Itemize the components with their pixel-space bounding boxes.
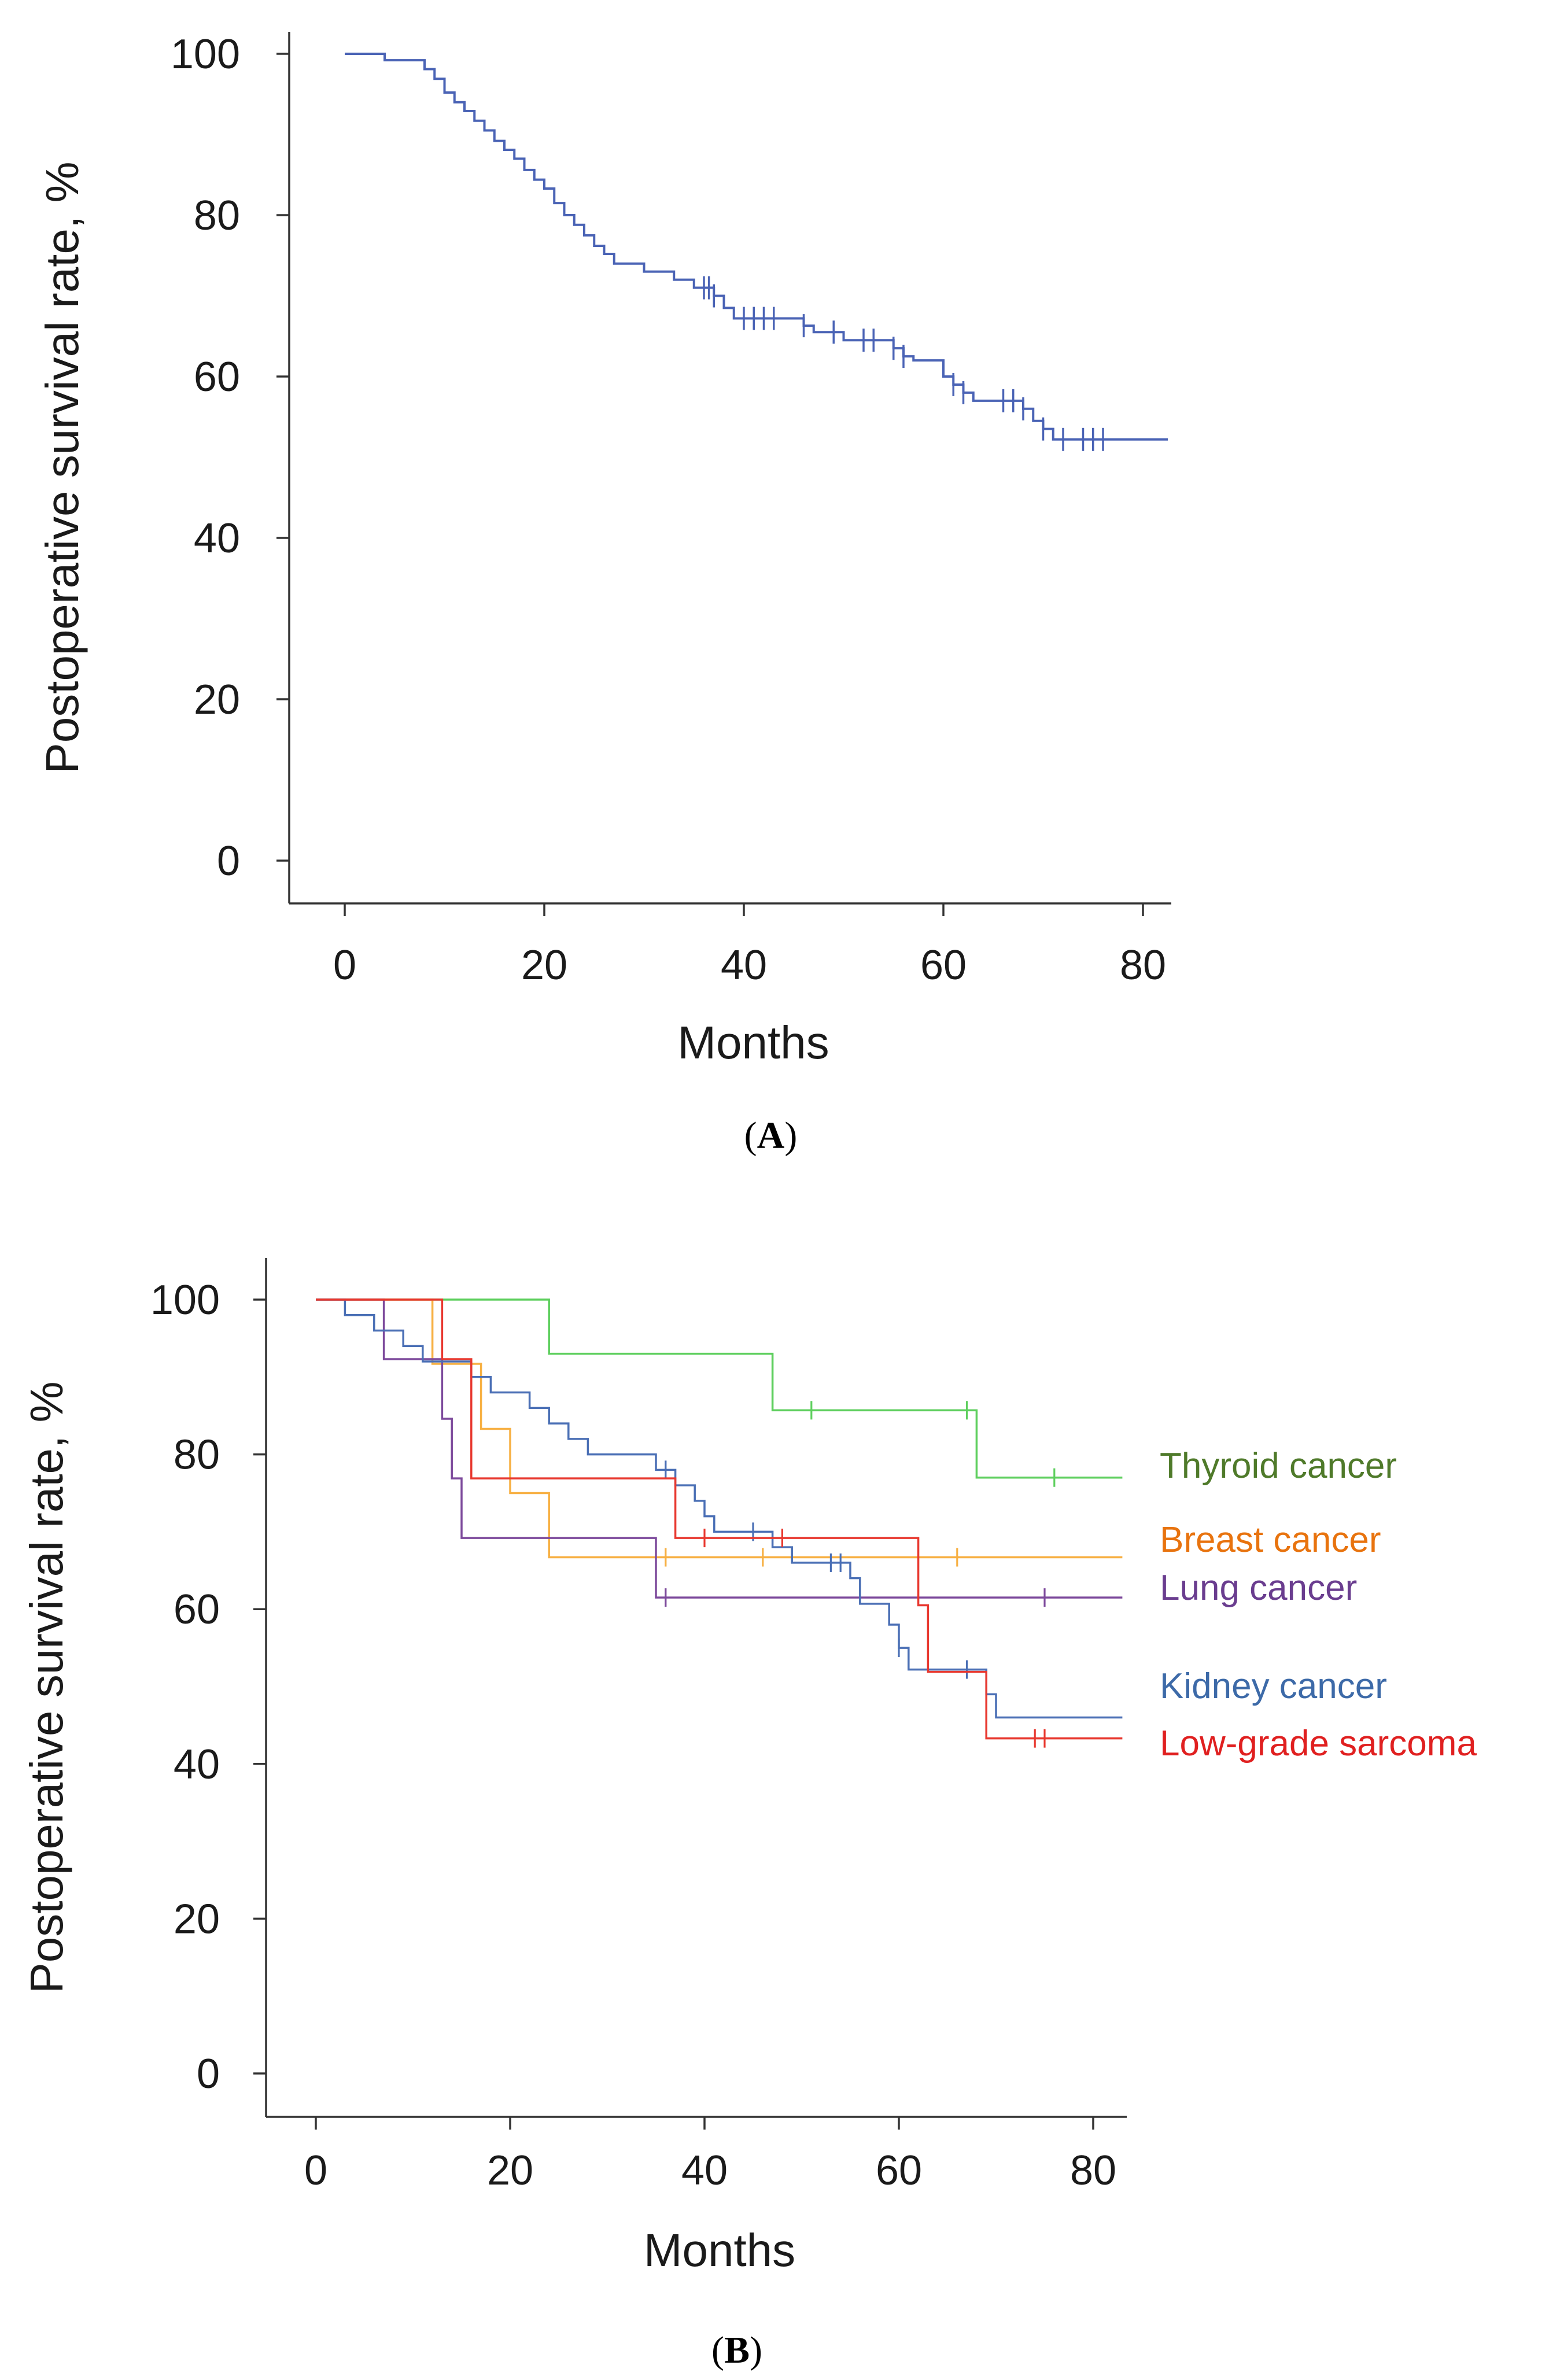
y-axis-title: Postoperative survival rate, % [36, 161, 88, 773]
y-tick-label: 40 [194, 515, 240, 562]
survival-step-line [316, 1298, 1123, 1599]
x-tick-label: 0 [304, 2147, 327, 2194]
x-tick-label: 80 [1120, 942, 1166, 988]
y-tick-label: 20 [174, 1896, 220, 1942]
x-tick-label: 60 [876, 2147, 922, 2194]
y-tick-label: 80 [194, 193, 240, 239]
legend-label: Thyroid cancer [1160, 1446, 1397, 1486]
survival-step-line [316, 1298, 1123, 1559]
legend-label: Breast cancer [1160, 1520, 1381, 1560]
panel-label: (B) [711, 2329, 762, 2371]
legend-label: Low-grade sarcoma [1160, 1724, 1477, 1763]
x-tick-label: 40 [681, 2147, 728, 2194]
panel-label-letter: A [757, 1115, 785, 1157]
y-tick-label: 20 [194, 677, 240, 723]
y-tick-label: 100 [150, 1277, 220, 1323]
legend-label: Kidney cancer [1160, 1666, 1387, 1706]
x-tick-label: 0 [333, 942, 356, 988]
y-axis-title: Postoperative survival rate, % [21, 1381, 72, 1993]
x-tick-label: 20 [487, 2147, 533, 2194]
y-tick-label: 0 [197, 2051, 220, 2097]
y-tick-label: 0 [217, 838, 240, 884]
series-all-patients [345, 53, 1168, 451]
y-tick-label: 60 [194, 354, 240, 400]
y-tick-label: 100 [171, 31, 240, 78]
panel-label-open: ( [711, 2329, 724, 2371]
panel-b-survival-chart: 0 20 40 60 80 100 0 20 40 60 80 Postoperative survi… [21, 1258, 1477, 2371]
series-lung-cancer [316, 1298, 1123, 1607]
panel-label-open: ( [744, 1115, 757, 1157]
series-breast-cancer [316, 1298, 1123, 1567]
x-axis-title: Months [644, 2224, 795, 2276]
series-low-grade-sarcoma [316, 1298, 1123, 1748]
x-tick-label: 80 [1070, 2147, 1116, 2194]
survival-step-line [316, 1298, 1123, 1719]
survival-step-line [316, 1298, 1123, 1740]
panel-label-close: ) [784, 1115, 797, 1157]
panel-label-close: ) [750, 2329, 762, 2371]
y-tick-label: 80 [174, 1432, 220, 1478]
y-tick-label: 40 [174, 1741, 220, 1788]
panel-label: (A) [744, 1115, 798, 1157]
legend-label: Lung cancer [1160, 1568, 1357, 1608]
panel-a-survival-chart: 0 20 40 60 80 100 0 20 40 60 80 Postoperative survi… [36, 31, 1171, 1157]
panel-label-letter: B [724, 2329, 750, 2371]
series-thyroid-cancer [316, 1298, 1123, 1487]
y-tick-label: 60 [174, 1586, 220, 1633]
x-tick-label: 40 [721, 942, 767, 988]
survival-step-line [316, 1298, 1123, 1479]
x-tick-label: 20 [521, 942, 567, 988]
x-tick-label: 60 [920, 942, 967, 988]
x-axis-title: Months [677, 1017, 829, 1068]
